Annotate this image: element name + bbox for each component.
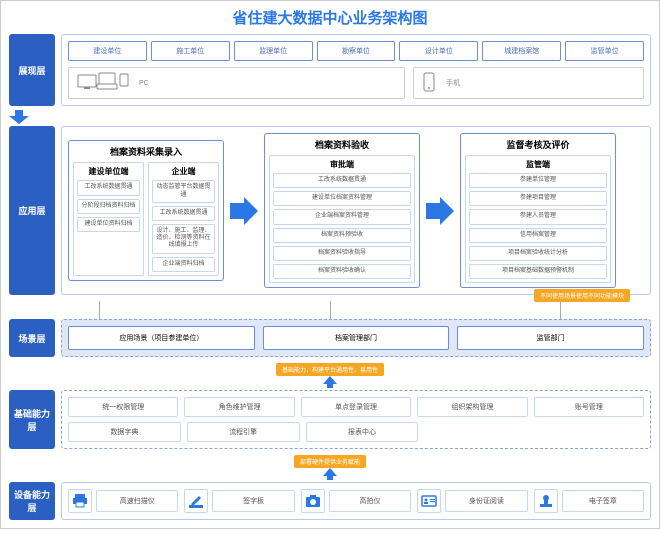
s1b-item-1: 工改系统数据贯通 (152, 206, 215, 221)
device-pc: PC (68, 67, 405, 99)
tag-basic-wrap: 基础能力，构建平台通用性、易用性 (9, 363, 651, 388)
units-row: 建设单位施工单位监理单位勘察单位设计单位城建档案馆监管单位 (68, 41, 644, 61)
tag-scene: 不同使用场景使用不同功能模块 (534, 289, 630, 302)
section-verify-title: 档案资料验收 (269, 138, 415, 151)
device-mobile-label: 手机 (446, 78, 460, 88)
s2-item-0: 工改系统数据贯通 (273, 173, 411, 188)
tag-device: 部署硬件提供业务赋能 (294, 455, 366, 468)
col-enterprise: 企业端 动态监管平台数据贯通工改系统数据贯通设计、施工、监理、造价、检测等资料在… (148, 162, 219, 275)
layer-application: 应用层 档案资料采集录入 建设单位端 工改系统数据贯通分阶段归档资料归档建设单位… (9, 126, 651, 295)
device-pc-label: PC (139, 80, 149, 87)
layer-label-scene: 场景层 (9, 319, 55, 357)
unit-box-0: 建设单位 (68, 41, 147, 61)
s1b-item-2: 设计、施工、监理、造价、检测等资料在线填报上传 (152, 224, 215, 254)
app-row: 档案资料采集录入 建设单位端 工改系统数据贯通分阶段归档资料归档建设单位资料归档… (68, 133, 644, 288)
layer-body-device: 高速扫描仪 签字板 高拍仪 身份证阅读 电子签章 (61, 482, 651, 520)
tag-device-wrap: 部署硬件提供业务赋能 (9, 455, 651, 480)
s1b-item-0: 动态监管平台数据贯通 (152, 180, 215, 202)
idcard-icon (417, 489, 441, 513)
layer-body-scene: 应用场景（项目参建单位） 档案管理部门监管部门 (61, 319, 651, 357)
dev-unit-4: 电子签章 (534, 489, 644, 513)
dev-label-1: 签字板 (212, 490, 294, 512)
dev-unit-0: 高速扫描仪 (68, 489, 178, 513)
s3-item-4: 项目档案验收统计分析 (469, 246, 607, 261)
unit-box-4: 设计单位 (399, 41, 478, 61)
basic-r1-0: 统一权限管理 (68, 397, 178, 417)
layer-presentation: 展现层 建设单位施工单位监理单位勘察单位设计单位城建档案馆监管单位 PC (9, 34, 651, 106)
dev-label-2: 高拍仪 (329, 490, 411, 512)
s2-item-2: 企业端档案资料管理 (273, 209, 411, 224)
stamp-icon (534, 489, 558, 513)
dev-label-3: 身份证阅读 (445, 490, 527, 512)
basic-r2-1: 流程引擎 (187, 422, 300, 442)
devices-row: PC 手机 (68, 67, 644, 99)
arrow-pres-to-app (9, 110, 651, 124)
page-title: 省住建大数据中心业务架构图 (9, 7, 651, 28)
layer-body-presentation: 建设单位施工单位监理单位勘察单位设计单位城建档案馆监管单位 PC (61, 34, 651, 106)
dev-label-4: 电子签章 (562, 490, 644, 512)
diagram-root: 省住建大数据中心业务架构图 展现层 建设单位施工单位监理单位勘察单位设计单位城建… (0, 0, 660, 529)
mobile-icon (422, 72, 436, 94)
tag-basic: 基础能力，构建平台通用性、易用性 (276, 363, 384, 376)
dev-label-0: 高速扫描仪 (96, 490, 178, 512)
layer-label-device: 设备能力层 (9, 482, 55, 520)
unit-box-1: 施工单位 (151, 41, 230, 61)
section-supervise: 监督考核及评价 监管端 参建单位管理参建项目管理参建人员管理信用档案管理项目档案… (460, 133, 616, 288)
s1b-item-3: 企业端资料归档 (152, 257, 215, 272)
section-verify: 档案资料验收 审批端 工改系统数据贯通建设单位档案资料管理企业端档案资料管理档案… (264, 133, 420, 288)
scene-box-2: 监管部门 (457, 326, 644, 350)
conn-app-scene (9, 301, 651, 319)
s1a-item-2: 建设单位资料归档 (77, 217, 140, 232)
layer-basic: 基础能力层 统一权限管理角色维护管理单点登录管理组织架构管理账号管理 数据字典流… (9, 390, 651, 449)
basic-r2-2: 报表中心 (306, 422, 419, 442)
s2-item-5: 档案资料验收确认 (273, 264, 411, 279)
unit-box-6: 监管单位 (565, 41, 644, 61)
basic-r1-1: 角色维护管理 (184, 397, 294, 417)
s3-item-3: 信用档案管理 (469, 228, 607, 243)
dev-unit-2: 高拍仪 (301, 489, 411, 513)
basic-r2-0: 数据字典 (68, 422, 181, 442)
layer-label-presentation: 展现层 (9, 34, 55, 106)
section-collect-title: 档案资料采集录入 (73, 145, 219, 158)
layer-label-basic: 基础能力层 (9, 390, 55, 449)
section-collect: 档案资料采集录入 建设单位端 工改系统数据贯通分阶段归档资料归档建设单位资料归档… (68, 140, 224, 280)
layer-scene: 场景层 应用场景（项目参建单位） 档案管理部门监管部门 (9, 319, 651, 357)
unit-box-5: 城建档案馆 (482, 41, 561, 61)
s2-item-1: 建设单位档案资料管理 (273, 191, 411, 206)
device-mobile: 手机 (413, 67, 644, 99)
s3-item-5: 项目档案基础数据预警机制 (469, 264, 607, 279)
col-build-unit-title: 建设单位端 (77, 166, 140, 177)
pen-icon (184, 489, 208, 513)
layer-device: 设备能力层 高速扫描仪 签字板 高拍仪 身份证阅读 电子签章 (9, 482, 651, 520)
section-supervise-title: 监督考核及评价 (465, 138, 611, 151)
arrow-s1-s2 (230, 197, 258, 225)
dev-unit-3: 身份证阅读 (417, 489, 527, 513)
section-supervise-sub: 监管端 (469, 159, 607, 170)
col-enterprise-title: 企业端 (152, 166, 215, 177)
basic-r1-2: 单点登录管理 (301, 397, 411, 417)
s3-item-1: 参建项目管理 (469, 191, 607, 206)
unit-box-3: 勘察单位 (317, 41, 396, 61)
s1a-item-0: 工改系统数据贯通 (77, 180, 140, 195)
s2-item-4: 档案资料验收指导 (273, 246, 411, 261)
camera-icon (301, 489, 325, 513)
scene-box-0: 应用场景（项目参建单位） (68, 326, 255, 350)
s2-item-3: 档案资料预验收 (273, 228, 411, 243)
col-build-unit: 建设单位端 工改系统数据贯通分阶段归档资料归档建设单位资料归档 (73, 162, 144, 275)
s1a-item-1: 分阶段归档资料归档 (77, 199, 140, 214)
pc-icon (77, 72, 129, 94)
layer-body-basic: 统一权限管理角色维护管理单点登录管理组织架构管理账号管理 数据字典流程引擎报表中… (61, 390, 651, 449)
s3-item-2: 参建人员管理 (469, 209, 607, 224)
arrow-s2-s3 (426, 197, 454, 225)
unit-box-2: 监理单位 (234, 41, 313, 61)
basic-r1-4: 账号管理 (534, 397, 644, 417)
dev-unit-1: 签字板 (184, 489, 294, 513)
scene-box-1: 档案管理部门 (263, 326, 450, 350)
s3-item-0: 参建单位管理 (469, 173, 607, 188)
layer-body-application: 档案资料采集录入 建设单位端 工改系统数据贯通分阶段归档资料归档建设单位资料归档… (61, 126, 651, 295)
printer-icon (68, 489, 92, 513)
basic-r1-3: 组织架构管理 (417, 397, 527, 417)
section-verify-sub: 审批端 (273, 159, 411, 170)
layer-label-application: 应用层 (9, 126, 55, 295)
